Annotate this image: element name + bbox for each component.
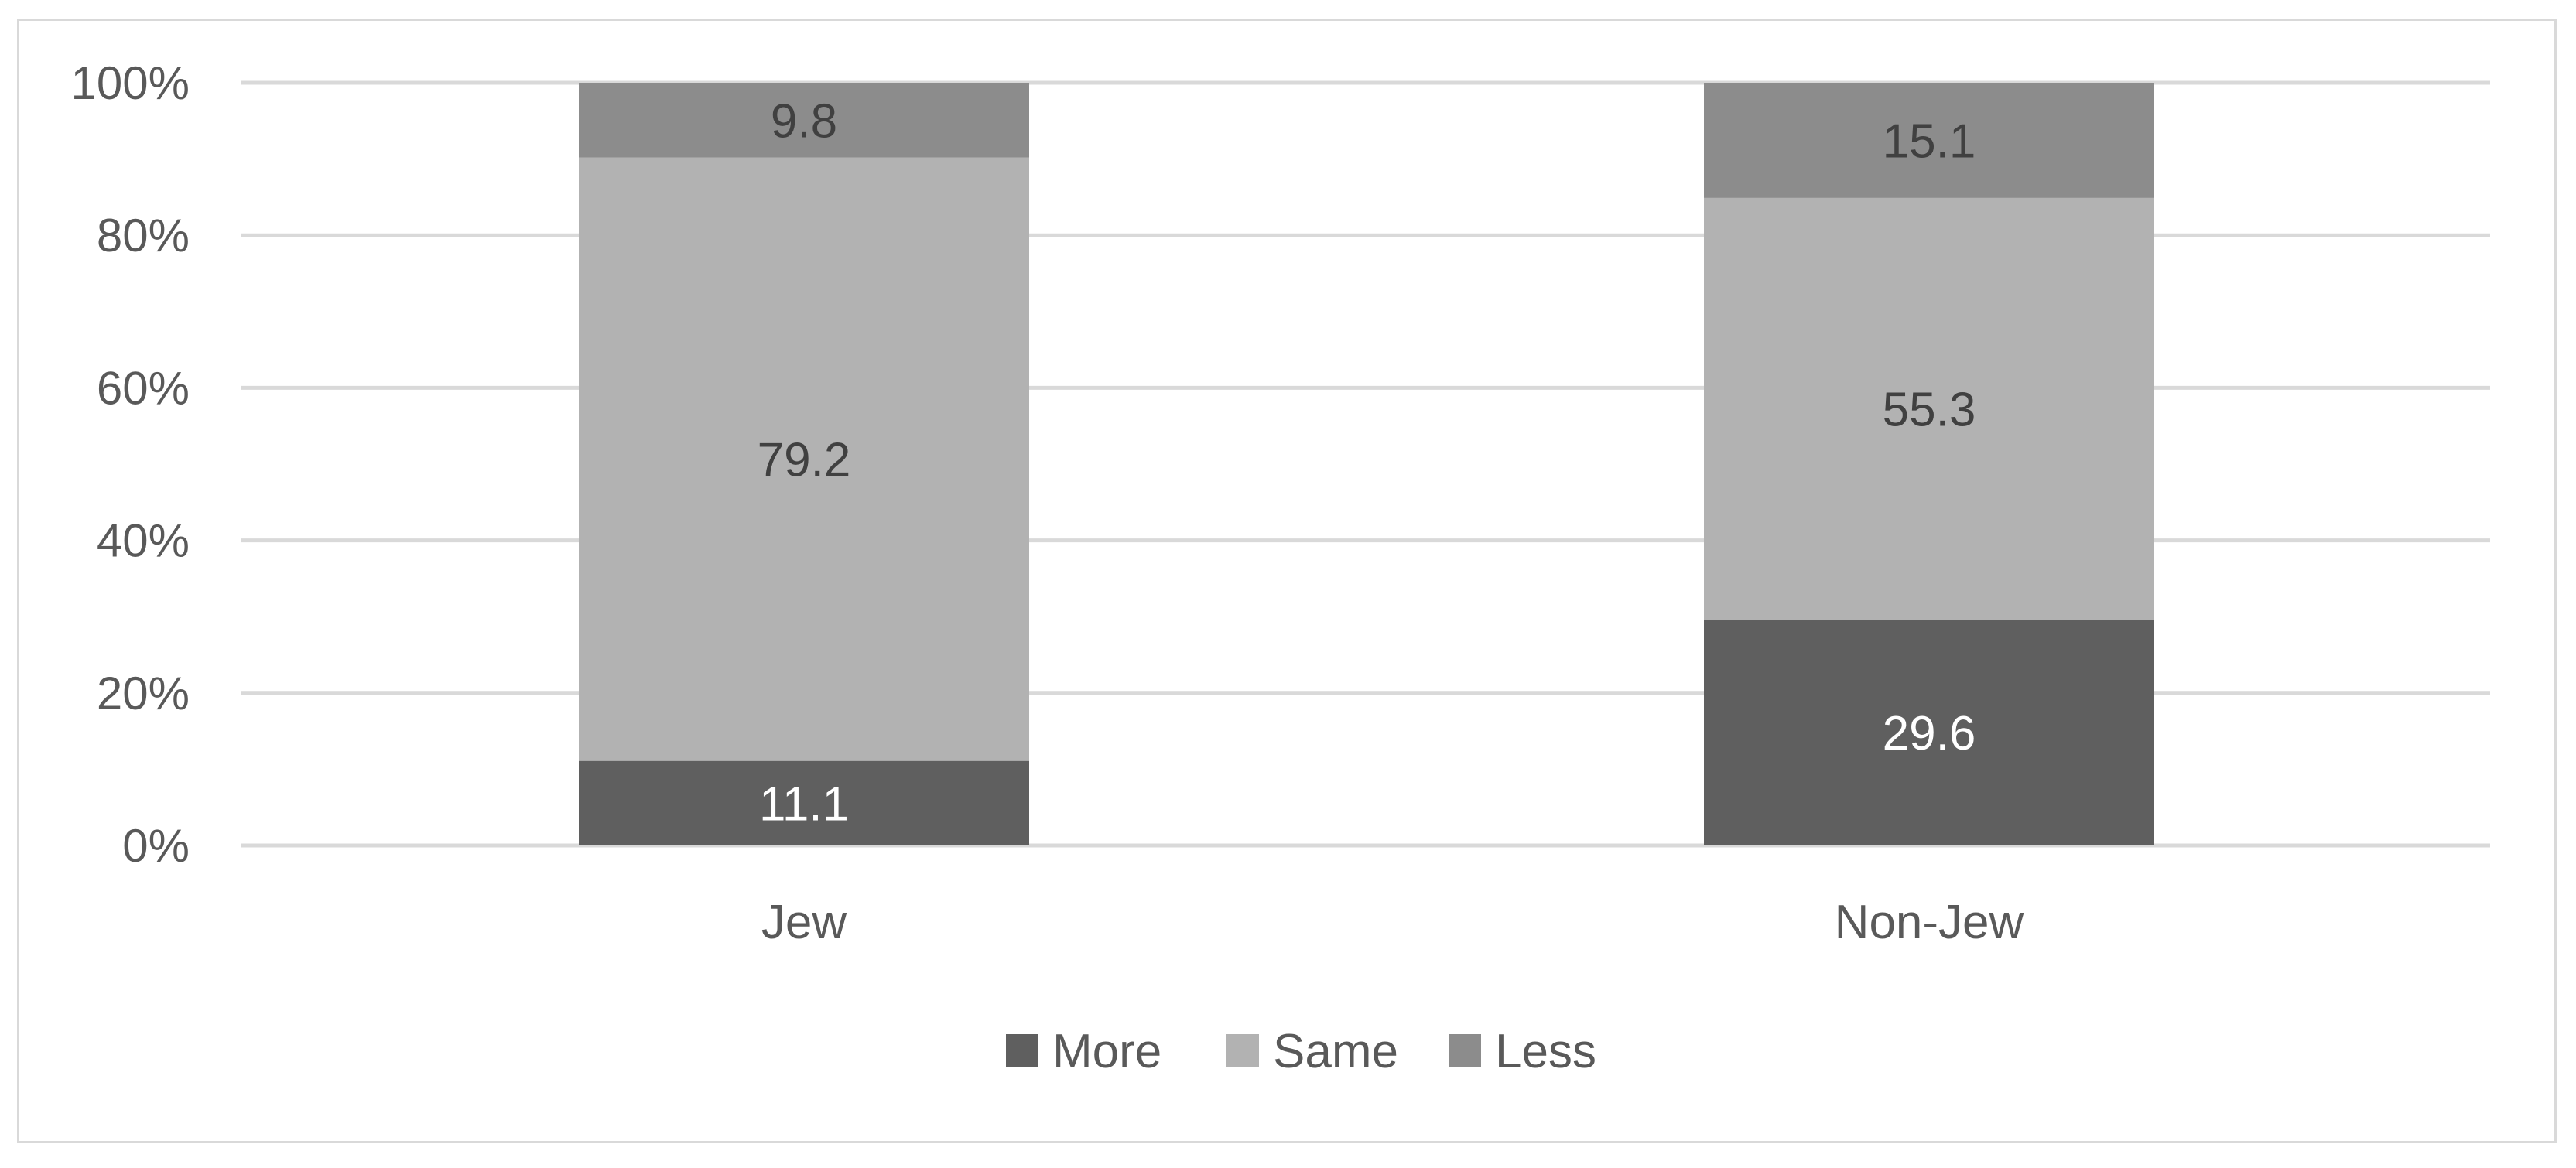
bar-segment-less [579,83,1029,158]
axes: 0% 20% 40% 60% 80% 100% Jew Non-Jew [71,57,2024,949]
data-label: 15.1 [1883,114,1976,168]
data-label: 9.8 [771,94,837,148]
data-labels: 11.1 79.2 9.8 29.6 55.3 15.1 [758,94,1976,831]
data-label: 29.6 [1883,707,1976,760]
data-label: 55.3 [1883,384,1976,437]
legend-label-less: Less [1495,1025,1596,1078]
y-tick-label: 20% [97,668,190,719]
x-category-label: Jew [761,896,847,949]
y-tick-label: 80% [97,210,190,261]
bar-segment-more [1704,620,2154,845]
legend-swatch-same [1226,1034,1259,1067]
y-tick-label: 100% [71,57,190,109]
bar-segment-same [579,157,1029,761]
legend-label-same: Same [1273,1025,1398,1078]
legend-label-more: More [1052,1025,1161,1078]
bar-segment-same [1704,197,2154,620]
x-category-label: Non-Jew [1835,896,2024,949]
y-tick-label: 0% [122,820,190,872]
bar-segment-less [1704,83,2154,198]
legend-swatch-more [1006,1034,1038,1067]
y-tick-label: 60% [97,362,190,414]
data-label: 79.2 [758,434,851,487]
bars [579,83,2154,845]
y-tick-label: 40% [97,515,190,567]
data-label: 11.1 [759,777,849,831]
legend: More Same Less [1006,1025,1596,1078]
bar-segment-more [579,760,1029,845]
legend-swatch-less [1449,1034,1481,1067]
